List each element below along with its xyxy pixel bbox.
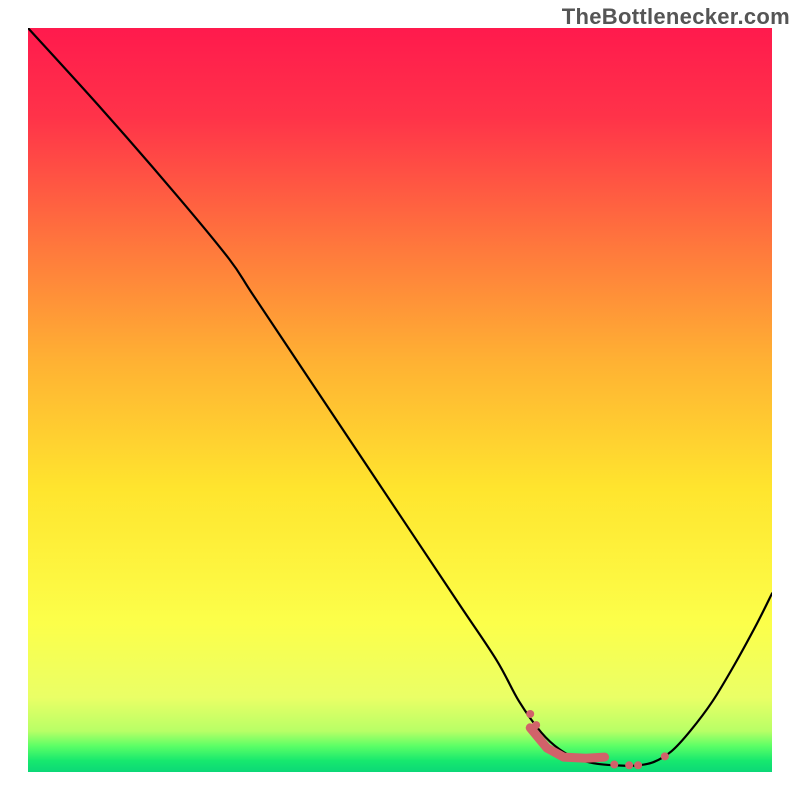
bottleneck-curve [28,28,772,766]
marker-dot [526,710,534,718]
curve-layer [28,28,772,772]
marker-dot [625,761,633,769]
marker-dot [532,721,540,729]
marker-dot [634,761,642,769]
chart-container: TheBottlenecker.com [0,0,800,800]
marker-dot [610,761,618,769]
plot-area [28,28,772,772]
marker-dot [661,752,669,760]
watermark-text: TheBottlenecker.com [562,4,790,30]
